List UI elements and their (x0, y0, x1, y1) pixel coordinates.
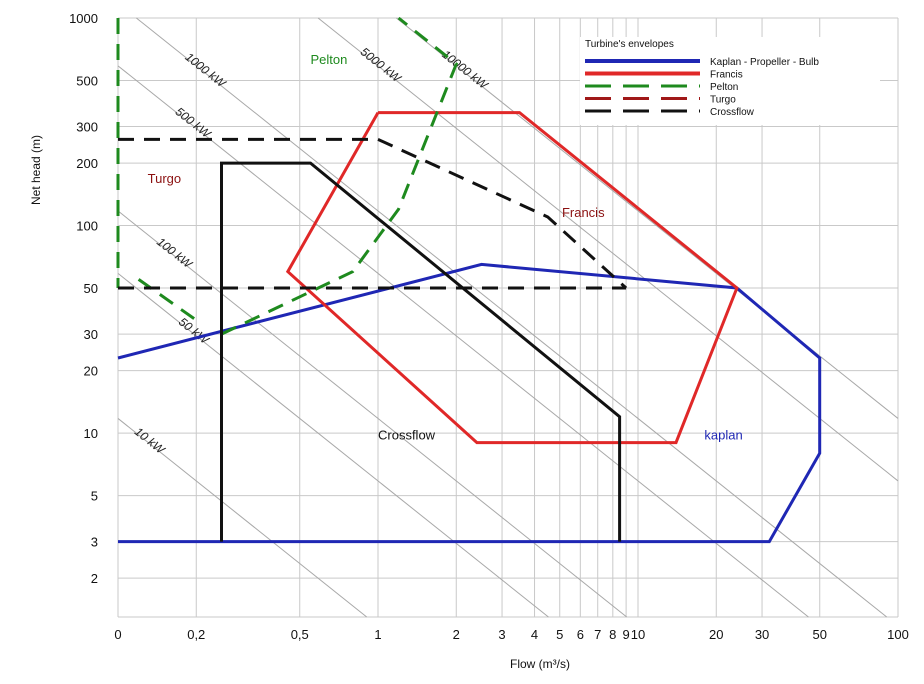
y-tick-label: 50 (84, 281, 98, 296)
x-tick-label: 0 (114, 627, 121, 642)
series-francis (285, 111, 739, 445)
x-tick-label: 8 (609, 627, 616, 642)
x-tick-label: 3 (498, 627, 505, 642)
tick-labels: 0 0,2 0,5 1 2 3 4 5 6 7 8 9 10 20 30 50 1002351020305010… (69, 11, 909, 642)
x-tick-label: 5 (556, 627, 563, 642)
y-tick-label: 300 (76, 120, 98, 135)
power-line (117, 65, 809, 618)
power-line-label: 100 kW (154, 235, 196, 272)
region-label: Francis (562, 205, 605, 220)
x-tick-label: 30 (755, 627, 769, 642)
series-turgo (118, 137, 628, 290)
x-tick-label: 0,5 (291, 627, 309, 642)
x-tick-label: 9 (622, 627, 629, 642)
legend-label: Kaplan - Propeller - Bulb (710, 57, 819, 68)
legend-label: Turgo (710, 95, 736, 106)
legend: Turbine's envelopes Kaplan - Propeller -… (580, 37, 880, 125)
x-tick-label: 100 (887, 627, 909, 642)
y-axis-label: Net head (m) (29, 135, 43, 205)
legend-label: Crossflow (710, 107, 755, 118)
x-tick-label: 20 (709, 627, 723, 642)
series-pelton (220, 16, 459, 336)
power-line (117, 418, 368, 618)
power-line (117, 210, 628, 618)
series-pelton (137, 278, 198, 322)
x-tick-label: 1 (374, 627, 381, 642)
x-tick-label: 10 (631, 627, 645, 642)
region-label: Pelton (310, 52, 347, 67)
series-kaplan-propeller-bulb (117, 262, 822, 544)
y-tick-label: 5 (91, 489, 98, 504)
power-line-label: 500 kW (173, 104, 215, 141)
x-tick-label: 4 (531, 627, 538, 642)
power-line-label: 10 kW (132, 424, 169, 457)
y-tick-label: 30 (84, 327, 98, 342)
power-line (117, 272, 549, 618)
legend-label: Pelton (710, 82, 738, 93)
legend-title: Turbine's envelopes (585, 39, 674, 50)
power-line (317, 17, 899, 482)
x-tick-label: 50 (812, 627, 826, 642)
x-tick-label: 7 (594, 627, 601, 642)
y-tick-label: 20 (84, 364, 98, 379)
series (116, 16, 822, 544)
x-tick-label: 2 (453, 627, 460, 642)
y-tick-label: 1000 (69, 11, 98, 26)
series-crossflow (220, 161, 622, 542)
x-tick-label: 0,2 (187, 627, 205, 642)
x-tick-label: 6 (577, 627, 584, 642)
y-tick-label: 10 (84, 426, 98, 441)
power-line-label: 1000 kW (182, 50, 229, 92)
y-tick-label: 3 (91, 535, 98, 550)
y-tick-label: 200 (76, 156, 98, 171)
power-line-label: 5000 kW (358, 45, 405, 87)
y-tick-label: 2 (91, 571, 98, 586)
power-line (136, 17, 888, 618)
region-label: kaplan (704, 428, 742, 443)
region-label: Crossflow (378, 428, 436, 443)
y-tick-label: 100 (76, 219, 98, 234)
y-tick-label: 500 (76, 73, 98, 88)
power-line-label: 10000 kW (439, 47, 491, 93)
legend-label: Francis (710, 70, 743, 81)
annotations: Pelton Turgo Francis Crossflow kaplan (148, 52, 743, 443)
region-label: Turgo (148, 171, 181, 186)
x-axis-label: Flow (m³/s) (510, 657, 570, 671)
